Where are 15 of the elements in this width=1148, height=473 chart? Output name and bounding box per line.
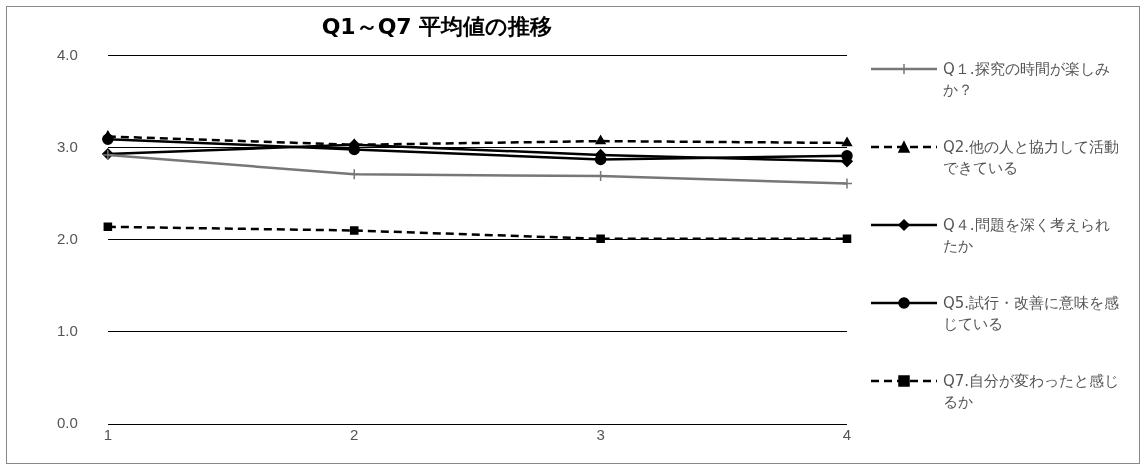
legend-label: Q４.問題を深く考えられたか (943, 215, 1111, 257)
x-tick-label: 1 (103, 426, 113, 444)
legend-label: Q7.自分が変わったと感じるか (943, 371, 1121, 413)
y-tick-label: 1.0 (56, 321, 78, 339)
legend-label: Q2.他の人と協力して活動できている (943, 137, 1121, 179)
legend-label: Q5.試行・改善に意味を感じている (943, 293, 1121, 335)
y-tick-label: 2.0 (56, 229, 78, 247)
y-tick-label: 0.0 (56, 414, 78, 432)
chart-title: Q1～Q7 平均値の推移 (321, 13, 553, 39)
x-tick-label: 2 (350, 426, 359, 444)
y-tick-label: 3.0 (56, 137, 78, 155)
x-tick-label: 4 (842, 426, 852, 444)
y-tick-label: 4.0 (56, 45, 78, 63)
x-tick-label: 3 (596, 426, 605, 444)
legend-label: Q１.探究の時間が楽しみか？ (943, 59, 1111, 101)
